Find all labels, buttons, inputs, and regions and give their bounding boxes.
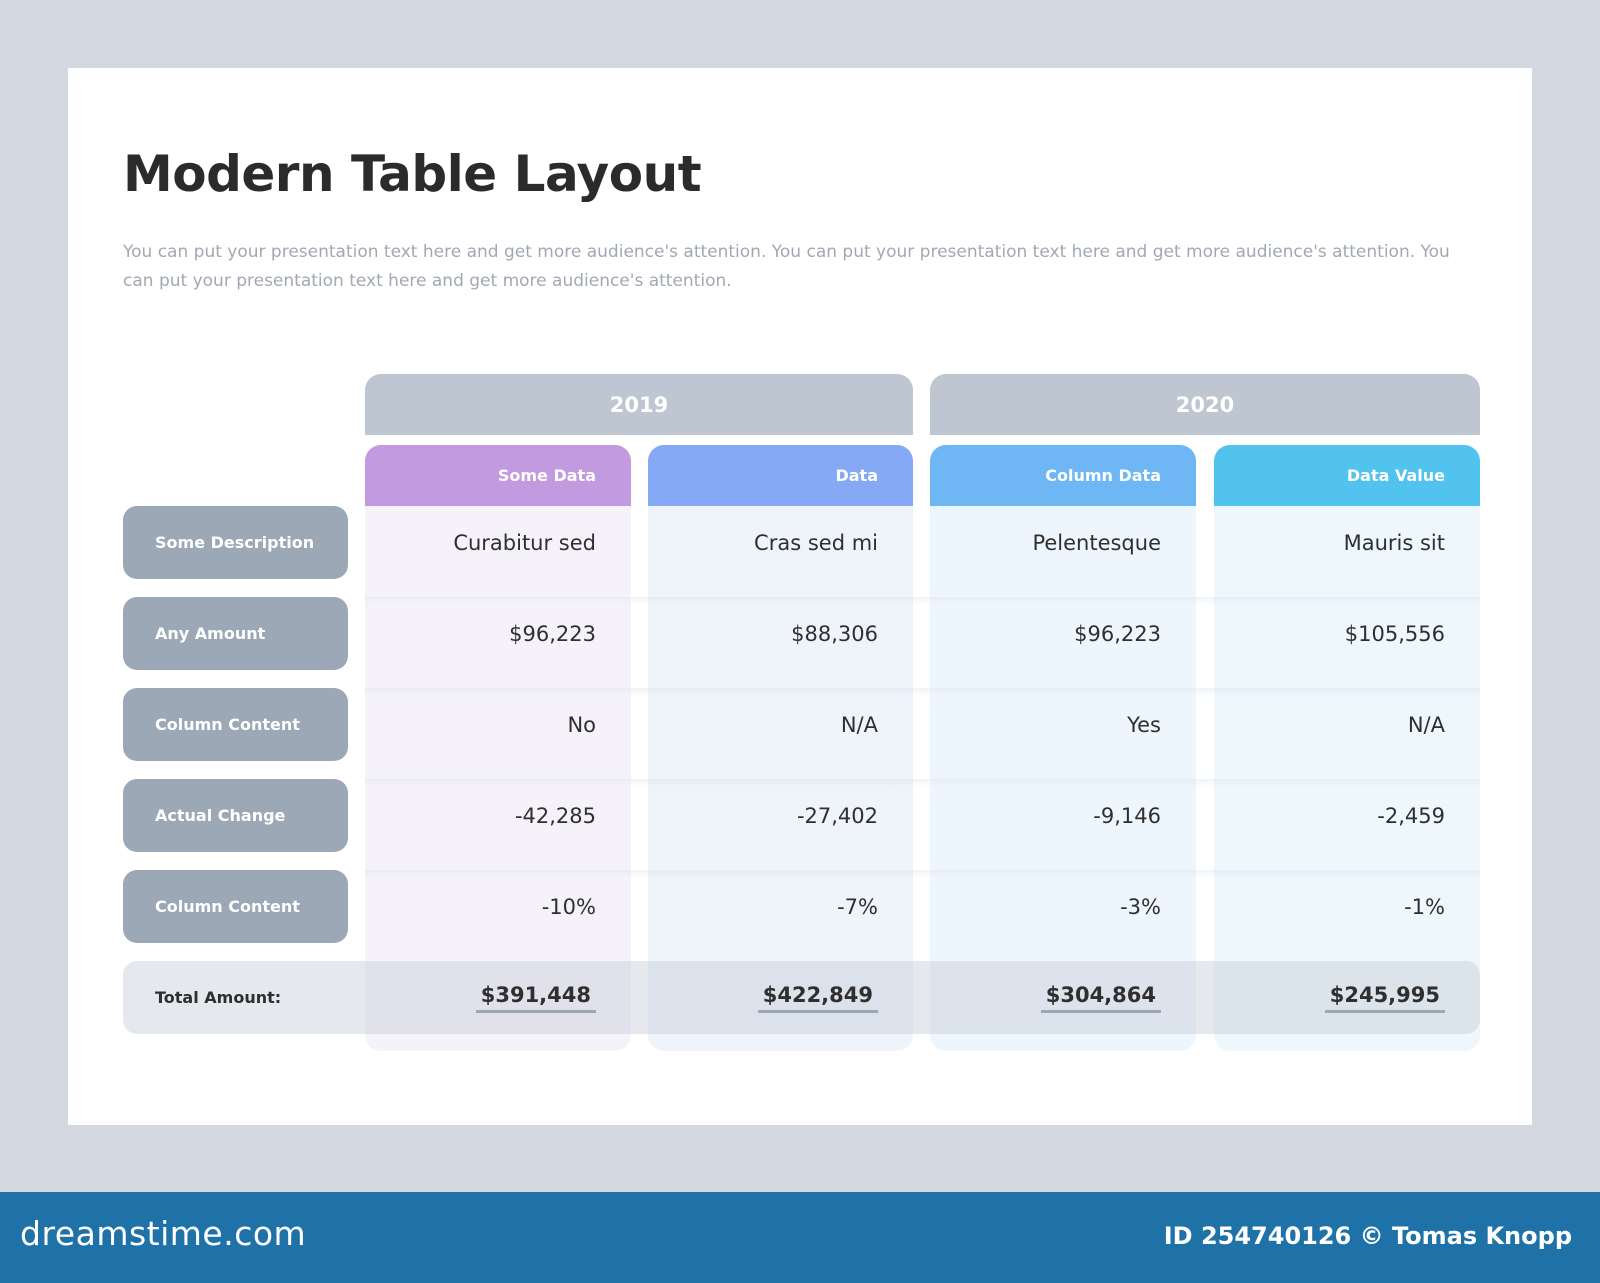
table-cell: $96,223 (509, 621, 596, 646)
table-cell: -9,146 (1093, 803, 1161, 828)
column-background-column-data (930, 445, 1196, 1051)
table-cell: Yes (1127, 712, 1161, 737)
row-divider (365, 688, 1480, 696)
table-cell: -10% (541, 894, 596, 919)
column-background-data (648, 445, 913, 1051)
table-cell: -42,285 (514, 803, 596, 828)
year-header-2019: 2019 (365, 374, 913, 435)
table-cell: Cras sed mi (754, 530, 878, 555)
total-value: $391,448 (475, 983, 596, 1013)
table-cell: -27,402 (796, 803, 878, 828)
table-cell: -1% (1404, 894, 1445, 919)
footer-bar: dreamstime.com ID 254740126 © Tomas Knop… (0, 1192, 1600, 1283)
total-cell: $391,448 (365, 961, 631, 1034)
total-value: $304,864 (1040, 983, 1161, 1013)
column-background-data-value (1214, 445, 1480, 1051)
total-cell: $422,849 (648, 961, 913, 1034)
total-label: Total Amount: (155, 988, 282, 1007)
column-header-data-value: Data Value (1214, 445, 1480, 506)
table-cell: Pelentesque (1032, 530, 1161, 555)
table-cell: -7% (837, 894, 878, 919)
row-divider (365, 870, 1480, 878)
row-label-some-description: Some Description (123, 506, 348, 579)
row-label-any-amount: Any Amount (123, 597, 348, 670)
row-divider (365, 779, 1480, 787)
table-cell: Mauris sit (1343, 530, 1445, 555)
table-cell: -3% (1120, 894, 1161, 919)
subtitle: You can put your presentation text here … (123, 242, 1450, 291)
page-title: Modern Table Layout (123, 145, 702, 203)
table-cell: N/A (840, 712, 878, 737)
table-cell: $88,306 (791, 621, 878, 646)
row-divider (365, 597, 1480, 605)
total-value: $422,849 (757, 983, 878, 1013)
table-cell: -2,459 (1377, 803, 1445, 828)
total-cell: $304,864 (930, 961, 1196, 1034)
total-value: $245,995 (1324, 983, 1445, 1013)
year-header-2020: 2020 (930, 374, 1480, 435)
footer-logo: dreamstime.com (20, 1214, 307, 1253)
table-cell: $96,223 (1074, 621, 1161, 646)
column-background-some-data (365, 445, 631, 1051)
table-cell: No (567, 712, 596, 737)
column-header-some-data: Some Data (365, 445, 631, 506)
footer-credit: ID 254740126 © Tomas Knopp (1163, 1222, 1572, 1250)
row-label-column-content: Column Content (123, 688, 348, 761)
row-label-column-content-2: Column Content (123, 870, 348, 943)
table-cell: $105,556 (1344, 621, 1445, 646)
column-header-data: Data (648, 445, 913, 506)
row-label-actual-change: Actual Change (123, 779, 348, 852)
total-row (123, 961, 1480, 1034)
total-cell: $245,995 (1214, 961, 1480, 1034)
table-cell: Curabitur sed (453, 530, 596, 555)
table-cell: N/A (1407, 712, 1445, 737)
column-header-column-data: Column Data (930, 445, 1196, 506)
